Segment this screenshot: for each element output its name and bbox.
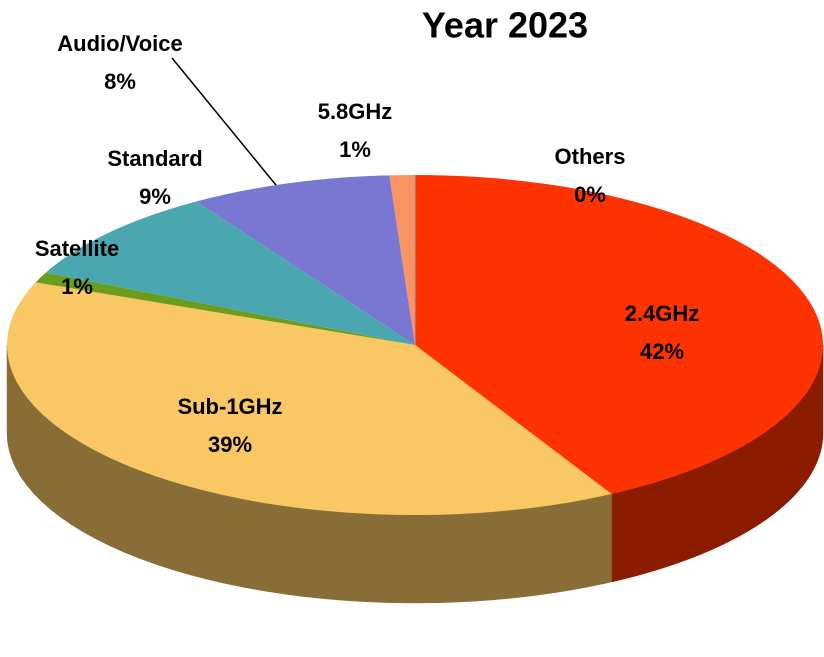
- value-label: 1%: [61, 274, 93, 299]
- slice-label: Others: [555, 144, 626, 169]
- slice-label: Sub-1GHz: [177, 394, 282, 419]
- slice-label: Audio/Voice: [57, 31, 183, 56]
- slice-label: Satellite: [35, 236, 119, 261]
- chart-title: Year 2023: [422, 5, 588, 46]
- leader-line: [171, 57, 281, 191]
- slice: [45, 201, 415, 345]
- value-label: 42%: [640, 339, 684, 364]
- labels: 2.4GHz 42% Sub-1GHz 39% Satellite 1% Standard 9…: [35, 31, 699, 457]
- value-label: 9%: [139, 184, 171, 209]
- slice: [35, 272, 416, 345]
- pie-tops: [6, 175, 824, 515]
- value-label: 1%: [339, 137, 371, 162]
- slice-label: 5.8GHz: [318, 99, 393, 124]
- value-label: 8%: [104, 69, 136, 94]
- slice: [389, 175, 415, 345]
- value-label: 39%: [208, 432, 252, 457]
- slice-label: Standard: [107, 146, 202, 171]
- slice: [6, 282, 612, 515]
- slice-label: 2.4GHz: [625, 301, 700, 326]
- value-label: 0%: [574, 182, 606, 207]
- slice: [196, 175, 415, 345]
- slice: [415, 175, 824, 494]
